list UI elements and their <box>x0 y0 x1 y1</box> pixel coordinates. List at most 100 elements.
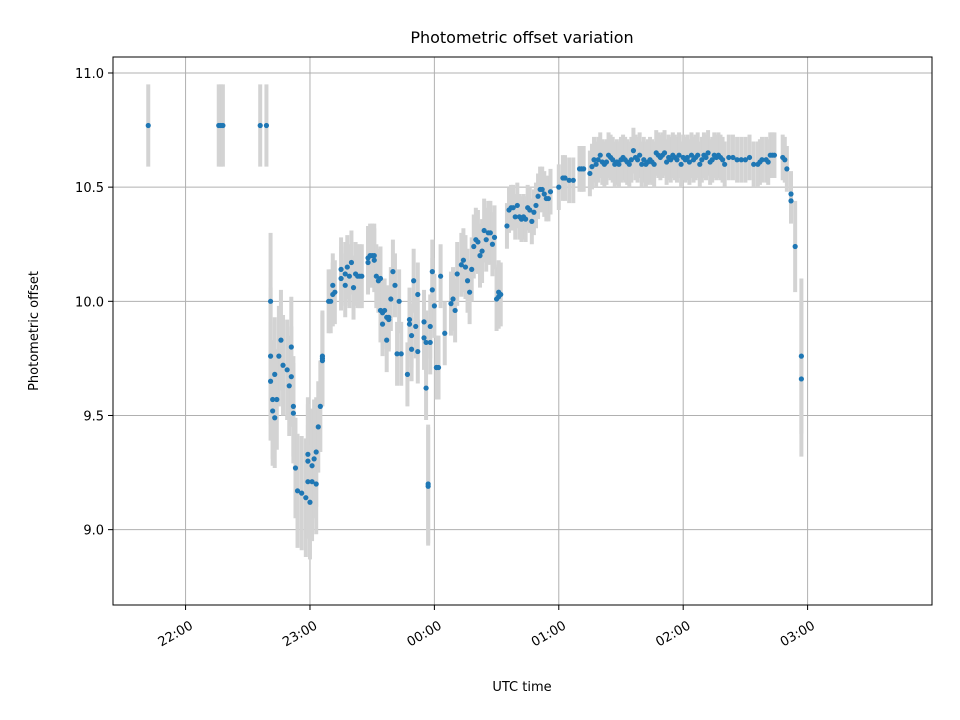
y-axis-ticks: 9.0 9.5 10.0 10.5 11.0 <box>75 67 113 539</box>
data-point <box>703 154 709 161</box>
data-point <box>788 198 794 204</box>
data-point <box>475 239 481 245</box>
data-point <box>330 282 336 288</box>
data-point <box>637 152 643 158</box>
data-point <box>267 353 274 359</box>
data-point <box>738 157 744 163</box>
y-axis-label: Photometric offset <box>27 271 42 391</box>
data-point <box>751 161 757 167</box>
data-point <box>313 449 319 455</box>
data-point <box>435 364 442 371</box>
data-point <box>541 191 547 197</box>
data-point <box>454 271 460 277</box>
data-point <box>398 351 404 357</box>
y-tick-label: 9.5 <box>83 409 104 424</box>
data-point <box>280 362 286 368</box>
data-point <box>421 335 427 341</box>
data-point <box>427 339 433 346</box>
data-point <box>305 451 311 457</box>
data-point <box>460 257 467 263</box>
data-point <box>784 166 790 172</box>
data-point <box>697 161 703 167</box>
data-point <box>523 216 529 222</box>
data-point <box>458 262 464 268</box>
data-point <box>462 264 469 270</box>
data-point <box>664 159 670 165</box>
data-point <box>317 403 323 409</box>
data-point <box>688 152 695 158</box>
data-point <box>305 479 311 485</box>
y-tick-label: 10.0 <box>75 295 104 310</box>
data-point <box>284 367 290 373</box>
data-point <box>438 273 444 279</box>
data-point <box>628 157 634 163</box>
data-point <box>309 479 315 485</box>
data-point <box>270 408 276 414</box>
data-point <box>531 209 537 215</box>
data-point <box>467 289 473 295</box>
data-point <box>415 291 421 298</box>
data-point <box>705 150 711 156</box>
data-point <box>626 161 632 167</box>
data-point <box>359 273 365 279</box>
data-point <box>479 248 485 254</box>
data-point <box>288 344 294 350</box>
data-point <box>678 161 684 167</box>
data-point <box>442 330 448 336</box>
data-point <box>603 159 610 165</box>
data-point <box>759 157 765 163</box>
data-point <box>350 285 357 291</box>
data-point <box>423 385 429 391</box>
data-point <box>427 323 433 330</box>
data-point <box>425 481 431 487</box>
data-point <box>547 189 554 195</box>
data-point <box>290 403 296 409</box>
data-point <box>591 157 597 163</box>
data-point <box>483 237 489 243</box>
data-point <box>765 159 771 165</box>
data-point <box>498 291 504 298</box>
data-point <box>634 157 641 163</box>
data-point <box>415 348 421 355</box>
data-point <box>406 321 413 327</box>
data-point <box>346 273 352 279</box>
data-point <box>726 154 732 161</box>
data-point <box>616 161 622 167</box>
data-point <box>533 202 539 209</box>
data-point <box>263 122 270 129</box>
data-point <box>288 374 294 380</box>
data-point <box>342 282 348 288</box>
data-point <box>730 154 736 161</box>
data-point <box>272 371 278 377</box>
data-point <box>719 157 726 163</box>
data-point <box>390 269 396 275</box>
data-point <box>792 243 798 250</box>
data-point <box>610 157 616 163</box>
data-point <box>471 243 477 250</box>
data-point <box>746 154 753 161</box>
data-point <box>338 266 344 272</box>
data-point <box>771 152 778 158</box>
data-point <box>276 353 282 359</box>
data-point <box>429 287 435 293</box>
data-point <box>504 223 510 229</box>
data-point <box>639 161 645 167</box>
data-point <box>431 303 437 309</box>
data-point <box>379 321 386 327</box>
data-point <box>464 278 471 284</box>
data-point <box>734 157 740 163</box>
data-point <box>539 186 545 193</box>
data-point <box>313 481 319 487</box>
data-point <box>274 396 280 403</box>
data-point <box>481 227 487 234</box>
data-point <box>319 358 326 364</box>
data-point <box>674 157 680 163</box>
data-point <box>299 490 305 496</box>
y-tick-label: 11.0 <box>75 67 104 82</box>
data-point <box>477 253 483 259</box>
data-point <box>145 122 151 129</box>
data-point <box>294 488 301 494</box>
data-point <box>469 266 475 272</box>
data-point <box>429 269 435 275</box>
